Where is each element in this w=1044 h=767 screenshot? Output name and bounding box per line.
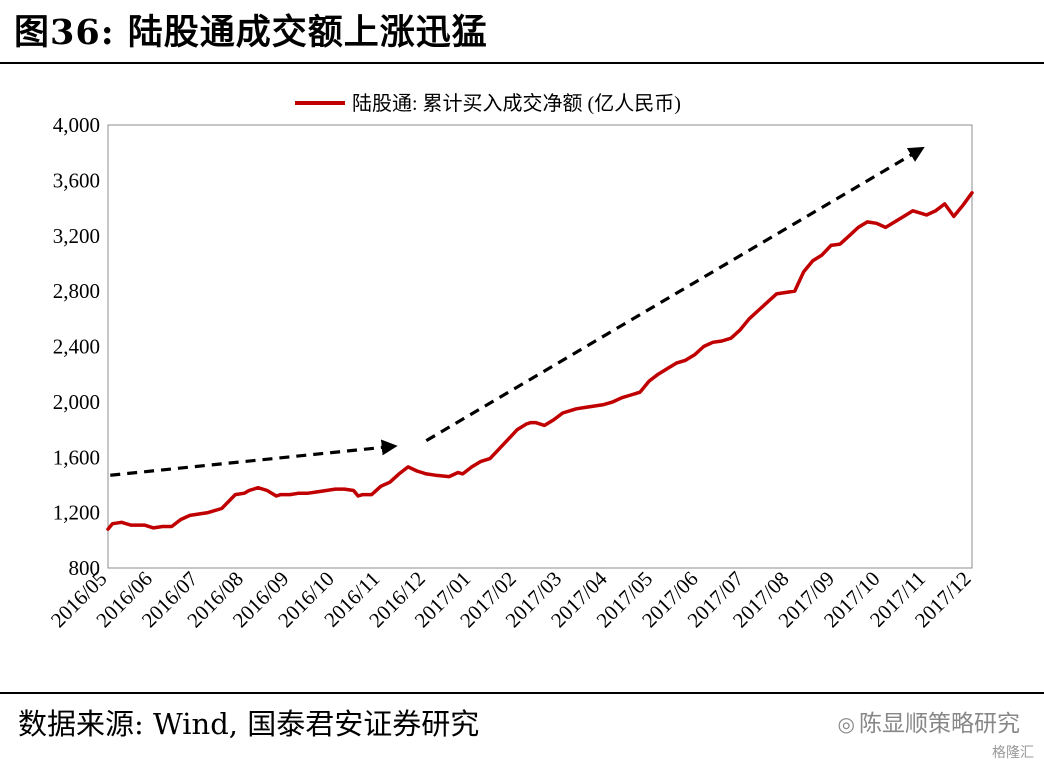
y-tick-label: 1,200 bbox=[53, 501, 100, 525]
top-rule bbox=[0, 62, 1044, 64]
series-line bbox=[106, 191, 974, 531]
bottom-rule bbox=[0, 692, 1044, 694]
trend-arrow bbox=[110, 439, 398, 477]
y-tick-label: 1,600 bbox=[53, 445, 100, 469]
source-note: 数据来源: Wind, 国泰君安证券研究 bbox=[18, 707, 480, 741]
watermark: ◎ 陈显顺策略研究 bbox=[838, 704, 1020, 738]
plot-frame bbox=[107, 124, 973, 569]
figure-title: 图36: 陆股通成交额上涨迅猛 bbox=[14, 12, 488, 53]
y-tick-label: 2,000 bbox=[53, 390, 100, 414]
trend-arrow bbox=[425, 146, 925, 443]
y-tick-label: 2,800 bbox=[53, 279, 100, 303]
wechat-icon: ◎ bbox=[837, 712, 855, 736]
watermark-sub: 格隆汇 bbox=[992, 745, 1034, 761]
legend-label: 陆股通: 累计买入成交净额 (亿人民币) bbox=[352, 92, 681, 115]
y-tick-labels: 800 1,200 1,600 2,000 2,400 2,800 3,200 3,600 4,… bbox=[53, 113, 100, 580]
annotations bbox=[110, 146, 925, 477]
legend: 陆股通: 累计买入成交净额 (亿人民币) bbox=[295, 92, 681, 115]
y-tick-label: 800 bbox=[69, 556, 101, 580]
x-tick-labels: 2016/052016/062016/072016/082016/092016/… bbox=[46, 566, 976, 632]
watermark-text: 陈显顺策略研究 bbox=[859, 711, 1020, 737]
line-chart: 800 1,200 1,600 2,000 2,400 2,800 3,200 3,600 4,… bbox=[46, 92, 976, 632]
y-tick-label: 2,400 bbox=[53, 335, 100, 359]
axes bbox=[107, 124, 973, 569]
y-tick-label: 3,200 bbox=[53, 224, 100, 248]
series bbox=[106, 191, 974, 531]
y-tick-label: 4,000 bbox=[53, 113, 100, 137]
y-tick-label: 3,600 bbox=[53, 168, 100, 192]
